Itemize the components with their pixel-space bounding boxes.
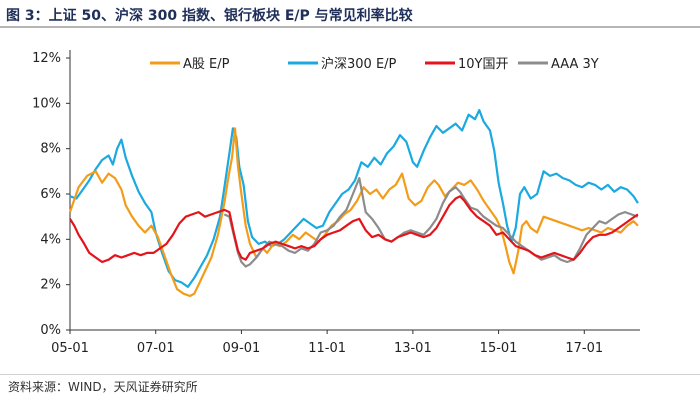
x-tick-label: 17-01	[565, 341, 603, 356]
source-note: 资料来源：WIND，天风证券研究所	[8, 380, 198, 394]
title-bar: 图 3：上证 50、沪深 300 指数、银行板块 E/P 与常见利率比较	[0, 0, 700, 28]
line-chart: 0% 2% 4% 6% 8% 10% 12% 05-01 07-01 09-01 11-01 13-0…	[32, 50, 640, 356]
legend-label: 10Y国开	[458, 57, 508, 72]
x-tick-label: 15-01	[480, 341, 518, 356]
series-line-a-share-ep	[68, 127, 639, 298]
source-divider	[0, 374, 700, 375]
chart-container: 0% 2% 4% 6% 8% 10% 12% 05-01 07-01 09-01 11-01 13-0…	[0, 30, 700, 372]
y-tick-label: 4%	[40, 232, 61, 247]
x-tick-label: 13-01	[394, 341, 432, 356]
figure-title: 图 3：上证 50、沪深 300 指数、银行板块 E/P 与常见利率比较	[6, 8, 413, 24]
x-tick-label: 05-01	[51, 341, 89, 356]
y-tick-label: 6%	[40, 187, 61, 202]
y-tick-label: 2%	[40, 278, 61, 293]
legend-label: 沪深300 E/P	[321, 56, 397, 72]
x-tick-label: 09-01	[223, 341, 261, 356]
x-tick-label: 07-01	[137, 341, 175, 356]
y-tick-label: 10%	[32, 96, 61, 111]
legend-label: AAA 3Y	[551, 57, 599, 72]
series-line-hs300-ep	[69, 109, 639, 288]
series-line-cdb-10y	[69, 195, 639, 264]
y-tick-label: 8%	[40, 142, 61, 157]
y-tick-label: 0%	[40, 323, 61, 338]
legend-label: A股 E/P	[183, 57, 230, 72]
y-tick-label: 12%	[32, 51, 61, 66]
series-line-aaa-3y	[223, 177, 639, 268]
x-tick-label: 11-01	[308, 341, 346, 356]
